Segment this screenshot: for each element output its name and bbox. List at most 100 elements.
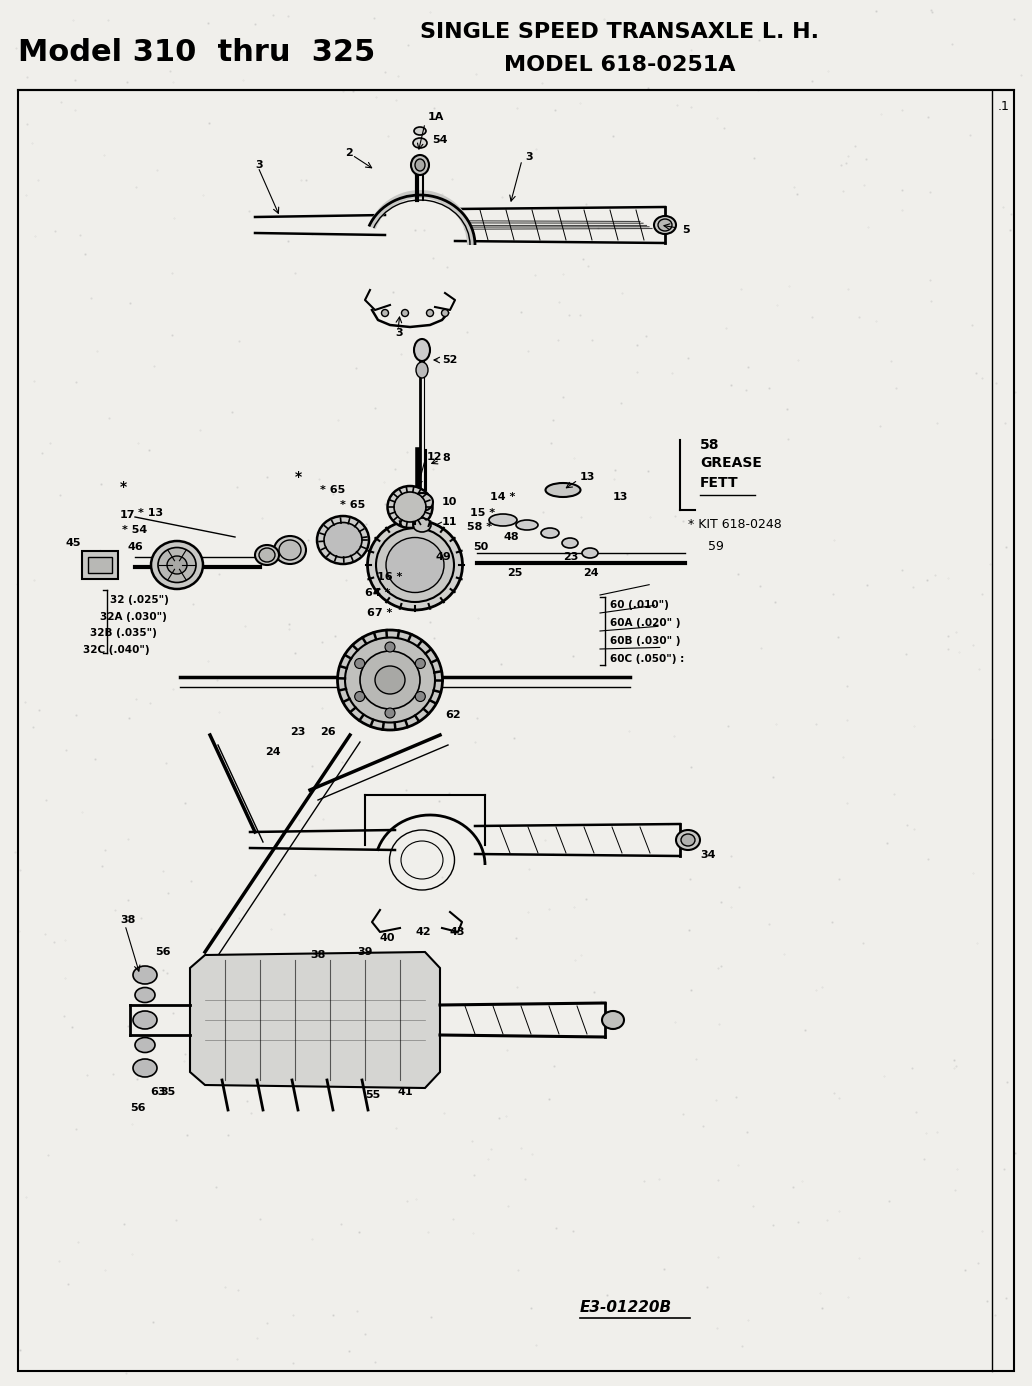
Ellipse shape bbox=[317, 516, 369, 564]
Ellipse shape bbox=[582, 547, 598, 559]
Ellipse shape bbox=[387, 486, 432, 528]
Text: 40: 40 bbox=[380, 933, 395, 942]
Text: 34: 34 bbox=[700, 850, 715, 859]
Ellipse shape bbox=[516, 520, 538, 529]
Text: * 54: * 54 bbox=[122, 525, 148, 535]
Text: 59: 59 bbox=[708, 541, 723, 553]
Ellipse shape bbox=[275, 536, 307, 564]
Text: 25: 25 bbox=[507, 568, 522, 578]
Text: 38: 38 bbox=[310, 949, 325, 960]
Text: 55: 55 bbox=[365, 1089, 380, 1100]
Ellipse shape bbox=[426, 309, 433, 316]
Text: 24: 24 bbox=[583, 568, 599, 578]
Ellipse shape bbox=[414, 340, 430, 360]
Text: 12: 12 bbox=[427, 452, 443, 462]
Text: 52: 52 bbox=[442, 355, 457, 365]
Text: 46: 46 bbox=[128, 542, 143, 552]
Ellipse shape bbox=[135, 987, 155, 1002]
Text: 35: 35 bbox=[160, 1087, 175, 1096]
Ellipse shape bbox=[135, 1038, 155, 1052]
Text: 11: 11 bbox=[442, 517, 457, 527]
Text: * 13: * 13 bbox=[138, 509, 163, 518]
Ellipse shape bbox=[259, 547, 275, 561]
Ellipse shape bbox=[133, 1010, 157, 1028]
Ellipse shape bbox=[411, 493, 433, 511]
Ellipse shape bbox=[360, 651, 420, 710]
Text: 23: 23 bbox=[290, 728, 305, 737]
Text: 16 *: 16 * bbox=[377, 572, 402, 582]
Ellipse shape bbox=[151, 541, 203, 589]
Text: 58 *: 58 * bbox=[467, 523, 492, 532]
Ellipse shape bbox=[411, 155, 429, 175]
Text: 5: 5 bbox=[682, 225, 689, 236]
Ellipse shape bbox=[654, 216, 676, 234]
Text: * 65: * 65 bbox=[320, 485, 346, 495]
Ellipse shape bbox=[345, 638, 436, 722]
Text: Model 310  thru  325: Model 310 thru 325 bbox=[18, 37, 376, 67]
Ellipse shape bbox=[133, 966, 157, 984]
Text: 3: 3 bbox=[255, 159, 262, 170]
Ellipse shape bbox=[602, 1010, 624, 1028]
Text: 2: 2 bbox=[345, 148, 353, 158]
Text: GREASE: GREASE bbox=[700, 456, 762, 470]
Text: 3: 3 bbox=[525, 152, 533, 162]
Text: 62: 62 bbox=[445, 710, 460, 719]
Ellipse shape bbox=[167, 556, 187, 574]
Ellipse shape bbox=[324, 523, 362, 557]
Text: 50: 50 bbox=[473, 542, 488, 552]
Text: 17: 17 bbox=[120, 510, 135, 520]
Ellipse shape bbox=[337, 631, 443, 730]
Text: FETT: FETT bbox=[700, 475, 739, 491]
Text: 48: 48 bbox=[503, 532, 519, 542]
Ellipse shape bbox=[382, 309, 388, 316]
Text: 45: 45 bbox=[65, 538, 80, 547]
Ellipse shape bbox=[658, 219, 672, 231]
Ellipse shape bbox=[415, 159, 425, 170]
Text: 42: 42 bbox=[415, 927, 430, 937]
Wedge shape bbox=[368, 190, 475, 245]
Text: 10: 10 bbox=[442, 498, 457, 507]
Text: 15 *: 15 * bbox=[470, 509, 495, 518]
Text: 67 *: 67 * bbox=[367, 608, 392, 618]
Ellipse shape bbox=[414, 128, 426, 134]
Text: * KIT 618-0248: * KIT 618-0248 bbox=[688, 518, 782, 531]
Text: 32 (.025"): 32 (.025") bbox=[110, 595, 169, 606]
Ellipse shape bbox=[416, 362, 428, 378]
Ellipse shape bbox=[681, 834, 695, 845]
Text: *: * bbox=[120, 480, 127, 493]
Text: 13: 13 bbox=[580, 473, 595, 482]
Ellipse shape bbox=[385, 708, 395, 718]
Ellipse shape bbox=[489, 514, 517, 527]
Text: * 65: * 65 bbox=[340, 500, 365, 510]
Text: 24: 24 bbox=[265, 747, 281, 757]
Ellipse shape bbox=[442, 309, 449, 316]
Ellipse shape bbox=[415, 658, 425, 668]
Ellipse shape bbox=[562, 538, 578, 547]
Ellipse shape bbox=[541, 528, 559, 538]
Ellipse shape bbox=[355, 692, 364, 701]
Text: 32C (.040"): 32C (.040") bbox=[83, 644, 150, 656]
Text: .1: .1 bbox=[998, 100, 1010, 114]
Bar bbox=[82, 552, 118, 579]
Ellipse shape bbox=[413, 518, 431, 532]
Ellipse shape bbox=[133, 1059, 157, 1077]
Ellipse shape bbox=[279, 541, 301, 560]
Text: E3-01220B: E3-01220B bbox=[580, 1300, 672, 1315]
Ellipse shape bbox=[394, 492, 426, 523]
Text: 38: 38 bbox=[120, 915, 135, 924]
Text: 13: 13 bbox=[613, 492, 628, 502]
Text: 41: 41 bbox=[397, 1087, 413, 1096]
Text: 8: 8 bbox=[442, 453, 450, 463]
Ellipse shape bbox=[376, 528, 454, 602]
Text: MODEL 618-0251A: MODEL 618-0251A bbox=[505, 55, 736, 75]
Ellipse shape bbox=[676, 830, 700, 850]
Text: 60 (.010"): 60 (.010") bbox=[610, 600, 669, 610]
Text: 54: 54 bbox=[432, 134, 448, 146]
Text: 58: 58 bbox=[700, 438, 719, 452]
Ellipse shape bbox=[415, 692, 425, 701]
Text: *: * bbox=[295, 470, 302, 484]
Text: 14 *: 14 * bbox=[490, 492, 515, 502]
Text: 56: 56 bbox=[130, 1103, 146, 1113]
Text: 60B (.030" ): 60B (.030" ) bbox=[610, 636, 680, 646]
Text: 39: 39 bbox=[357, 947, 373, 956]
